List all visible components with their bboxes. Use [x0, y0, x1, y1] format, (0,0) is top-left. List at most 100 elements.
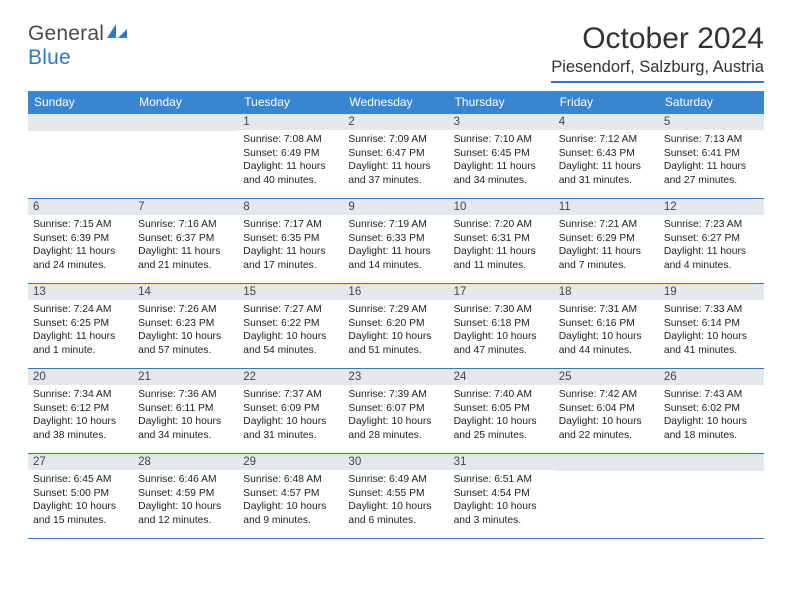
day-number [554, 454, 659, 471]
sunrise-line: Sunrise: 7:39 AM [348, 388, 443, 402]
day-cell: 15Sunrise: 7:27 AMSunset: 6:22 PMDayligh… [238, 284, 343, 368]
day-cell: 21Sunrise: 7:36 AMSunset: 6:11 PMDayligh… [133, 369, 238, 453]
sunset-line: Sunset: 6:23 PM [138, 317, 233, 331]
calendar-week-row: 6Sunrise: 7:15 AMSunset: 6:39 PMDaylight… [28, 199, 764, 284]
day-cell: 26Sunrise: 7:43 AMSunset: 6:02 PMDayligh… [659, 369, 764, 453]
day-body: Sunrise: 6:51 AMSunset: 4:54 PMDaylight:… [449, 470, 554, 531]
daylight-line-2: and 18 minutes. [664, 429, 759, 443]
day-number: 26 [659, 369, 764, 385]
day-number: 15 [238, 284, 343, 300]
day-body: Sunrise: 7:30 AMSunset: 6:18 PMDaylight:… [449, 300, 554, 361]
day-cell: 13Sunrise: 7:24 AMSunset: 6:25 PMDayligh… [28, 284, 133, 368]
weekday-header-row: Sunday Monday Tuesday Wednesday Thursday… [28, 91, 764, 114]
daylight-line-1: Daylight: 11 hours [348, 160, 443, 174]
day-number: 30 [343, 454, 448, 470]
daylight-line-1: Daylight: 11 hours [33, 330, 128, 344]
day-body: Sunrise: 7:34 AMSunset: 6:12 PMDaylight:… [28, 385, 133, 446]
day-cell: 5Sunrise: 7:13 AMSunset: 6:41 PMDaylight… [659, 114, 764, 198]
day-cell: 28Sunrise: 6:46 AMSunset: 4:59 PMDayligh… [133, 454, 238, 538]
sunset-line: Sunset: 6:16 PM [559, 317, 654, 331]
daylight-line-1: Daylight: 10 hours [138, 330, 233, 344]
location-subtitle: Piesendorf, Salzburg, Austria [551, 58, 764, 83]
weekday-header: Saturday [659, 91, 764, 114]
daylight-line-1: Daylight: 10 hours [348, 500, 443, 514]
daylight-line-2: and 37 minutes. [348, 174, 443, 188]
daylight-line-1: Daylight: 11 hours [33, 245, 128, 259]
daylight-line-2: and 9 minutes. [243, 514, 338, 528]
sunrise-line: Sunrise: 7:26 AM [138, 303, 233, 317]
daylight-line-2: and 25 minutes. [454, 429, 549, 443]
day-body: Sunrise: 7:39 AMSunset: 6:07 PMDaylight:… [343, 385, 448, 446]
daylight-line-2: and 54 minutes. [243, 344, 338, 358]
title-block: October 2024 Piesendorf, Salzburg, Austr… [551, 22, 764, 83]
daylight-line-2: and 7 minutes. [559, 259, 654, 273]
sunset-line: Sunset: 6:49 PM [243, 147, 338, 161]
daylight-line-1: Daylight: 10 hours [559, 330, 654, 344]
empty-cell [554, 454, 659, 538]
day-body: Sunrise: 6:45 AMSunset: 5:00 PMDaylight:… [28, 470, 133, 531]
day-body: Sunrise: 7:20 AMSunset: 6:31 PMDaylight:… [449, 215, 554, 276]
sunrise-line: Sunrise: 7:09 AM [348, 133, 443, 147]
logo: General Blue [28, 22, 129, 70]
day-cell: 20Sunrise: 7:34 AMSunset: 6:12 PMDayligh… [28, 369, 133, 453]
sunset-line: Sunset: 6:43 PM [559, 147, 654, 161]
daylight-line-2: and 3 minutes. [454, 514, 549, 528]
day-number: 12 [659, 199, 764, 215]
day-number: 19 [659, 284, 764, 300]
day-body: Sunrise: 7:26 AMSunset: 6:23 PMDaylight:… [133, 300, 238, 361]
daylight-line-2: and 27 minutes. [664, 174, 759, 188]
day-number: 6 [28, 199, 133, 215]
sunrise-line: Sunrise: 7:23 AM [664, 218, 759, 232]
weekday-header: Friday [554, 91, 659, 114]
day-cell: 23Sunrise: 7:39 AMSunset: 6:07 PMDayligh… [343, 369, 448, 453]
sunset-line: Sunset: 6:33 PM [348, 232, 443, 246]
sunset-line: Sunset: 6:12 PM [33, 402, 128, 416]
sunrise-line: Sunrise: 7:30 AM [454, 303, 549, 317]
daylight-line-2: and 28 minutes. [348, 429, 443, 443]
day-body: Sunrise: 7:36 AMSunset: 6:11 PMDaylight:… [133, 385, 238, 446]
daylight-line-1: Daylight: 11 hours [243, 245, 338, 259]
day-body: Sunrise: 6:46 AMSunset: 4:59 PMDaylight:… [133, 470, 238, 531]
day-body: Sunrise: 7:17 AMSunset: 6:35 PMDaylight:… [238, 215, 343, 276]
daylight-line-2: and 24 minutes. [33, 259, 128, 273]
daylight-line-1: Daylight: 10 hours [454, 330, 549, 344]
day-cell: 6Sunrise: 7:15 AMSunset: 6:39 PMDaylight… [28, 199, 133, 283]
daylight-line-2: and 1 minute. [33, 344, 128, 358]
sunset-line: Sunset: 4:55 PM [348, 487, 443, 501]
sunset-line: Sunset: 6:05 PM [454, 402, 549, 416]
day-number: 2 [343, 114, 448, 130]
sunrise-line: Sunrise: 7:24 AM [33, 303, 128, 317]
daylight-line-1: Daylight: 10 hours [243, 415, 338, 429]
daylight-line-1: Daylight: 10 hours [243, 500, 338, 514]
sunrise-line: Sunrise: 6:48 AM [243, 473, 338, 487]
day-number: 1 [238, 114, 343, 130]
sunset-line: Sunset: 6:29 PM [559, 232, 654, 246]
daylight-line-1: Daylight: 10 hours [138, 415, 233, 429]
day-body: Sunrise: 7:21 AMSunset: 6:29 PMDaylight:… [554, 215, 659, 276]
day-number [28, 114, 133, 131]
weekday-header: Tuesday [238, 91, 343, 114]
daylight-line-1: Daylight: 11 hours [348, 245, 443, 259]
day-cell: 22Sunrise: 7:37 AMSunset: 6:09 PMDayligh… [238, 369, 343, 453]
daylight-line-2: and 51 minutes. [348, 344, 443, 358]
weekday-header: Monday [133, 91, 238, 114]
sunset-line: Sunset: 6:25 PM [33, 317, 128, 331]
daylight-line-1: Daylight: 11 hours [243, 160, 338, 174]
day-cell: 3Sunrise: 7:10 AMSunset: 6:45 PMDaylight… [449, 114, 554, 198]
day-number: 21 [133, 369, 238, 385]
calendar-week-row: 20Sunrise: 7:34 AMSunset: 6:12 PMDayligh… [28, 369, 764, 454]
calendar-weeks: 1Sunrise: 7:08 AMSunset: 6:49 PMDaylight… [28, 114, 764, 539]
logo-word-2: Blue [28, 46, 71, 69]
daylight-line-2: and 6 minutes. [348, 514, 443, 528]
day-number: 28 [133, 454, 238, 470]
day-cell: 1Sunrise: 7:08 AMSunset: 6:49 PMDaylight… [238, 114, 343, 198]
calendar-week-row: 27Sunrise: 6:45 AMSunset: 5:00 PMDayligh… [28, 454, 764, 539]
sunset-line: Sunset: 6:35 PM [243, 232, 338, 246]
sunrise-line: Sunrise: 7:19 AM [348, 218, 443, 232]
day-body: Sunrise: 7:33 AMSunset: 6:14 PMDaylight:… [659, 300, 764, 361]
day-body: Sunrise: 7:31 AMSunset: 6:16 PMDaylight:… [554, 300, 659, 361]
day-body: Sunrise: 7:43 AMSunset: 6:02 PMDaylight:… [659, 385, 764, 446]
logo-word-1: General [28, 22, 104, 45]
daylight-line-1: Daylight: 10 hours [559, 415, 654, 429]
daylight-line-2: and 41 minutes. [664, 344, 759, 358]
